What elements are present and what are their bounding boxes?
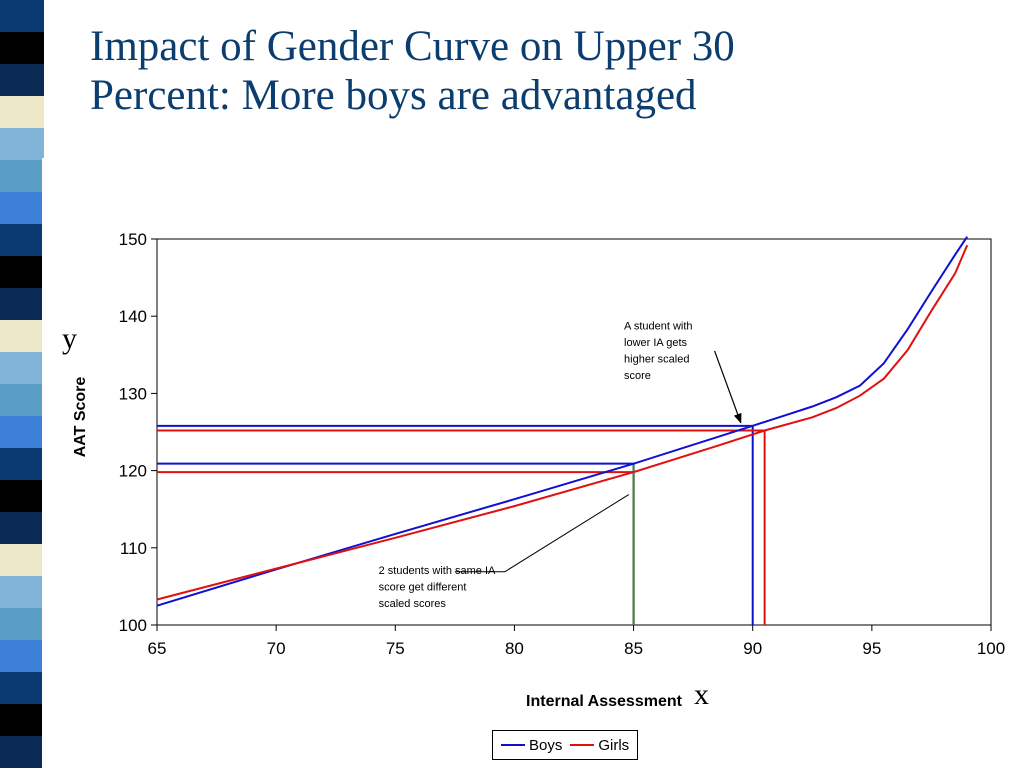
chart-legend: Boys Girls — [492, 730, 639, 760]
x-tick-label: 100 — [977, 639, 1005, 658]
strip-block — [0, 128, 44, 160]
title-line-2: Percent: More boys are advantaged — [90, 72, 697, 119]
x-tick-label: 75 — [386, 639, 405, 658]
legend-label-girls: Girls — [598, 736, 630, 754]
annotation-text-line: 2 students with same IA — [379, 565, 496, 577]
x-tick-label: 70 — [267, 639, 286, 658]
series-line-girls — [156, 244, 969, 601]
y-tick-label: 130 — [119, 384, 147, 403]
y-tick-label: 150 — [119, 230, 147, 249]
strip-block — [0, 64, 44, 96]
y-axis-title: AAT Score — [72, 377, 89, 458]
annotation-text-line: score — [624, 370, 651, 382]
legend-item-girls: Girls — [570, 737, 629, 754]
strip-block — [0, 608, 44, 640]
annotation-text-line: lower IA gets — [624, 337, 687, 349]
x-tick-label: 65 — [148, 639, 167, 658]
x-axis-title: Internal Assessment — [526, 693, 683, 710]
strip-block — [0, 0, 44, 32]
x-tick-label: 80 — [505, 639, 524, 658]
annotation-text-line: scaled scores — [379, 598, 447, 610]
slide-title: Impact of Gender Curve on Upper 30 Perce… — [90, 22, 990, 120]
strip-block — [0, 192, 44, 224]
line-chart: 100 110 120 130 140 150 65 70 75 80 85 90 95 100 Inter… — [72, 230, 1005, 710]
strip-block — [0, 32, 44, 64]
annotation-text-line: score get different — [379, 582, 467, 594]
x-tick-label: 95 — [862, 639, 881, 658]
strip-block — [0, 416, 44, 448]
strip-block — [0, 448, 44, 480]
y-axis-letter: y — [62, 322, 77, 355]
x-axis-letter: x — [694, 678, 709, 711]
decorative-color-strip — [0, 0, 44, 768]
strip-block — [0, 736, 44, 768]
strip-block — [0, 96, 44, 128]
strip-block — [0, 704, 44, 736]
chart-area: 100 110 120 130 140 150 65 70 75 80 85 90 95 100 Inter… — [42, 158, 1024, 768]
strip-block — [0, 288, 44, 320]
series-line-boys — [156, 236, 969, 607]
strip-block — [0, 512, 44, 544]
y-tick-label: 140 — [119, 307, 147, 326]
y-tick-label: 110 — [120, 539, 147, 558]
plot-frame — [156, 238, 992, 626]
strip-block — [0, 672, 44, 704]
strip-block — [0, 384, 44, 416]
x-tick-label: 85 — [624, 639, 643, 658]
strip-block — [0, 352, 44, 384]
strip-block — [0, 480, 44, 512]
y-tick-label: 120 — [119, 462, 147, 481]
strip-block — [0, 224, 44, 256]
strip-block — [0, 256, 44, 288]
x-tick-label: 90 — [743, 639, 762, 658]
strip-block — [0, 160, 44, 192]
annotation-text-line: higher scaled — [624, 353, 689, 365]
strip-block — [0, 544, 44, 576]
annotation-arrow — [714, 350, 742, 424]
strip-block — [0, 320, 44, 352]
legend-label-boys: Boys — [529, 736, 563, 754]
annotation-text-line: A student with — [624, 320, 693, 332]
legend-swatch-girls — [570, 744, 595, 746]
title-line-1: Impact of Gender Curve on Upper 30 — [90, 23, 735, 70]
strip-block — [0, 640, 44, 672]
strip-block — [0, 576, 44, 608]
legend-swatch-boys — [501, 744, 525, 746]
annotation-leader — [454, 494, 630, 573]
legend-item-boys: Boys — [501, 737, 562, 754]
y-tick-label: 100 — [119, 616, 147, 635]
